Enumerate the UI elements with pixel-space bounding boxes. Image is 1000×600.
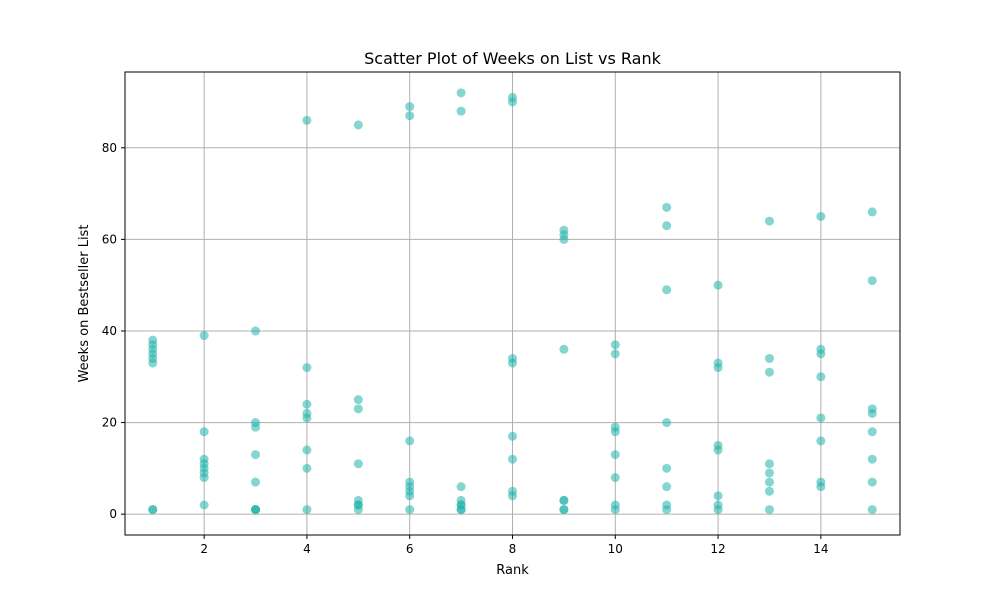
scatter-point	[764, 468, 774, 478]
scatter-point	[816, 482, 826, 492]
scatter-point	[764, 367, 774, 377]
y-tick-label: 40	[102, 324, 117, 338]
scatter-point	[610, 340, 620, 350]
scatter-point	[353, 120, 363, 130]
scatter-point	[302, 399, 312, 409]
data-points	[148, 88, 877, 515]
scatter-point	[662, 418, 672, 428]
scatter-point	[713, 491, 723, 501]
scatter-point	[662, 221, 672, 231]
scatter-point	[456, 88, 466, 98]
scatter-point	[764, 477, 774, 487]
scatter-point	[867, 454, 877, 464]
scatter-point	[508, 491, 517, 501]
scatter-point	[610, 349, 620, 359]
scatter-point	[251, 477, 261, 487]
scatter-point	[353, 459, 363, 469]
scatter-point	[456, 106, 466, 116]
scatter-point	[610, 427, 620, 437]
scatter-point	[302, 115, 312, 125]
scatter-point	[199, 500, 209, 510]
scatter-point	[610, 450, 620, 460]
scatter-point	[559, 505, 569, 515]
scatter-point	[199, 331, 209, 341]
scatter-point	[662, 202, 672, 212]
scatter-point	[867, 427, 877, 437]
scatter-point	[251, 326, 261, 336]
x-tick-label: 2	[200, 542, 208, 556]
scatter-point	[867, 276, 877, 286]
scatter-point	[610, 505, 620, 515]
x-tick-label: 14	[813, 542, 828, 556]
scatter-point	[302, 363, 312, 373]
scatter-point	[764, 505, 774, 515]
scatter-point	[662, 482, 672, 492]
scatter-point	[816, 211, 826, 221]
scatter-point	[764, 486, 774, 496]
axis-ticks: 2 4 6 8 10 12 14 0 20 40 60 80	[102, 141, 829, 556]
scatter-point	[662, 463, 672, 473]
y-axis-label: Weeks on Bestseller List	[77, 225, 92, 383]
x-tick-label: 10	[608, 542, 623, 556]
x-axis-label: Rank	[496, 563, 529, 578]
scatter-point	[867, 408, 877, 418]
scatter-point	[559, 344, 569, 354]
scatter-point	[713, 363, 723, 373]
scatter-point	[199, 473, 209, 483]
scatter-point	[302, 445, 312, 455]
scatter-point	[816, 349, 826, 359]
scatter-point	[302, 413, 312, 423]
scatter-point	[199, 427, 209, 437]
scatter-point	[713, 445, 723, 455]
scatter-point	[559, 234, 569, 244]
scatter-point	[713, 505, 723, 515]
y-tick-label: 20	[102, 416, 117, 430]
chart-title: Scatter Plot of Weeks on List vs Rank	[364, 49, 661, 68]
x-tick-label: 8	[509, 542, 517, 556]
scatter-point	[405, 102, 415, 112]
scatter-point	[405, 111, 415, 121]
scatter-point	[456, 482, 466, 492]
scatter-point	[508, 97, 517, 107]
scatter-point	[764, 353, 774, 363]
scatter-point	[405, 491, 415, 501]
scatter-point	[353, 395, 363, 405]
scatter-point	[867, 505, 877, 515]
scatter-point	[508, 454, 517, 464]
scatter-point	[610, 473, 620, 483]
scatter-point	[508, 431, 517, 441]
scatter-point	[816, 436, 826, 446]
scatter-point	[148, 358, 158, 368]
scatter-point	[867, 477, 877, 487]
scatter-point	[764, 459, 774, 469]
scatter-point	[405, 436, 415, 446]
scatter-point	[456, 505, 466, 515]
scatter-point	[405, 505, 415, 515]
x-tick-label: 4	[303, 542, 311, 556]
y-tick-label: 80	[102, 141, 117, 155]
scatter-point	[816, 372, 826, 382]
scatter-point	[302, 463, 312, 473]
scatter-point	[302, 505, 312, 515]
scatter-point	[353, 505, 363, 515]
scatter-point	[662, 285, 672, 295]
scatter-point	[251, 422, 261, 432]
scatter-point	[867, 207, 877, 217]
y-tick-label: 0	[109, 507, 117, 521]
scatter-point	[148, 505, 158, 515]
scatter-point	[251, 505, 261, 515]
scatter-point	[662, 505, 672, 515]
scatter-point	[251, 450, 261, 460]
y-tick-label: 60	[102, 232, 117, 246]
scatter-point	[764, 216, 774, 226]
x-tick-label: 12	[710, 542, 725, 556]
scatter-point	[816, 413, 826, 423]
x-tick-label: 6	[406, 542, 414, 556]
scatter-point	[559, 495, 569, 505]
grid-lines	[125, 72, 900, 535]
scatter-point	[713, 280, 723, 290]
scatter-point	[353, 404, 363, 414]
scatter-point	[508, 358, 517, 368]
